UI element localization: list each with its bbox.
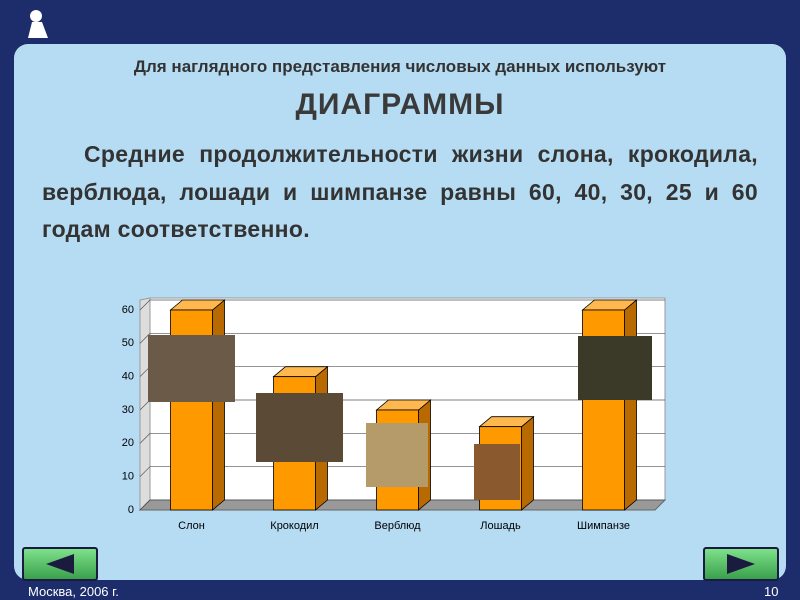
animal-photo: [578, 336, 652, 400]
footer-text: Москва, 2006 г.: [28, 584, 119, 599]
animal-photo: [366, 423, 428, 487]
paragraph: Средние продолжительности жизни слона, к…: [42, 141, 758, 242]
animal-photo: [474, 444, 520, 500]
y-tick-label: 0: [128, 504, 134, 516]
x-tick-label: Слон: [178, 520, 205, 532]
page-number: 10: [764, 584, 779, 599]
y-tick-label: 10: [122, 471, 134, 483]
y-tick-label: 20: [122, 437, 134, 449]
y-tick-label: 40: [122, 371, 134, 383]
prev-button[interactable]: [22, 547, 98, 581]
logo-icon: [28, 10, 48, 38]
y-tick-label: 30: [122, 404, 134, 416]
next-button[interactable]: [703, 547, 779, 581]
x-tick-label: Лошадь: [480, 520, 521, 532]
title: ДИАГРАММЫ: [295, 88, 505, 121]
subtitle: Для наглядного представления числовых да…: [133, 57, 667, 76]
y-tick-label: 60: [122, 304, 134, 316]
x-tick-label: Верблюд: [374, 520, 421, 532]
grid-line: [139, 332, 665, 344]
x-tick-label: Шимпанзе: [577, 520, 630, 532]
animal-photo: [256, 393, 343, 462]
x-tick-label: Крокодил: [270, 520, 318, 532]
y-tick-label: 50: [122, 337, 134, 349]
grid-line: [139, 299, 665, 311]
animal-photo: [148, 335, 235, 402]
